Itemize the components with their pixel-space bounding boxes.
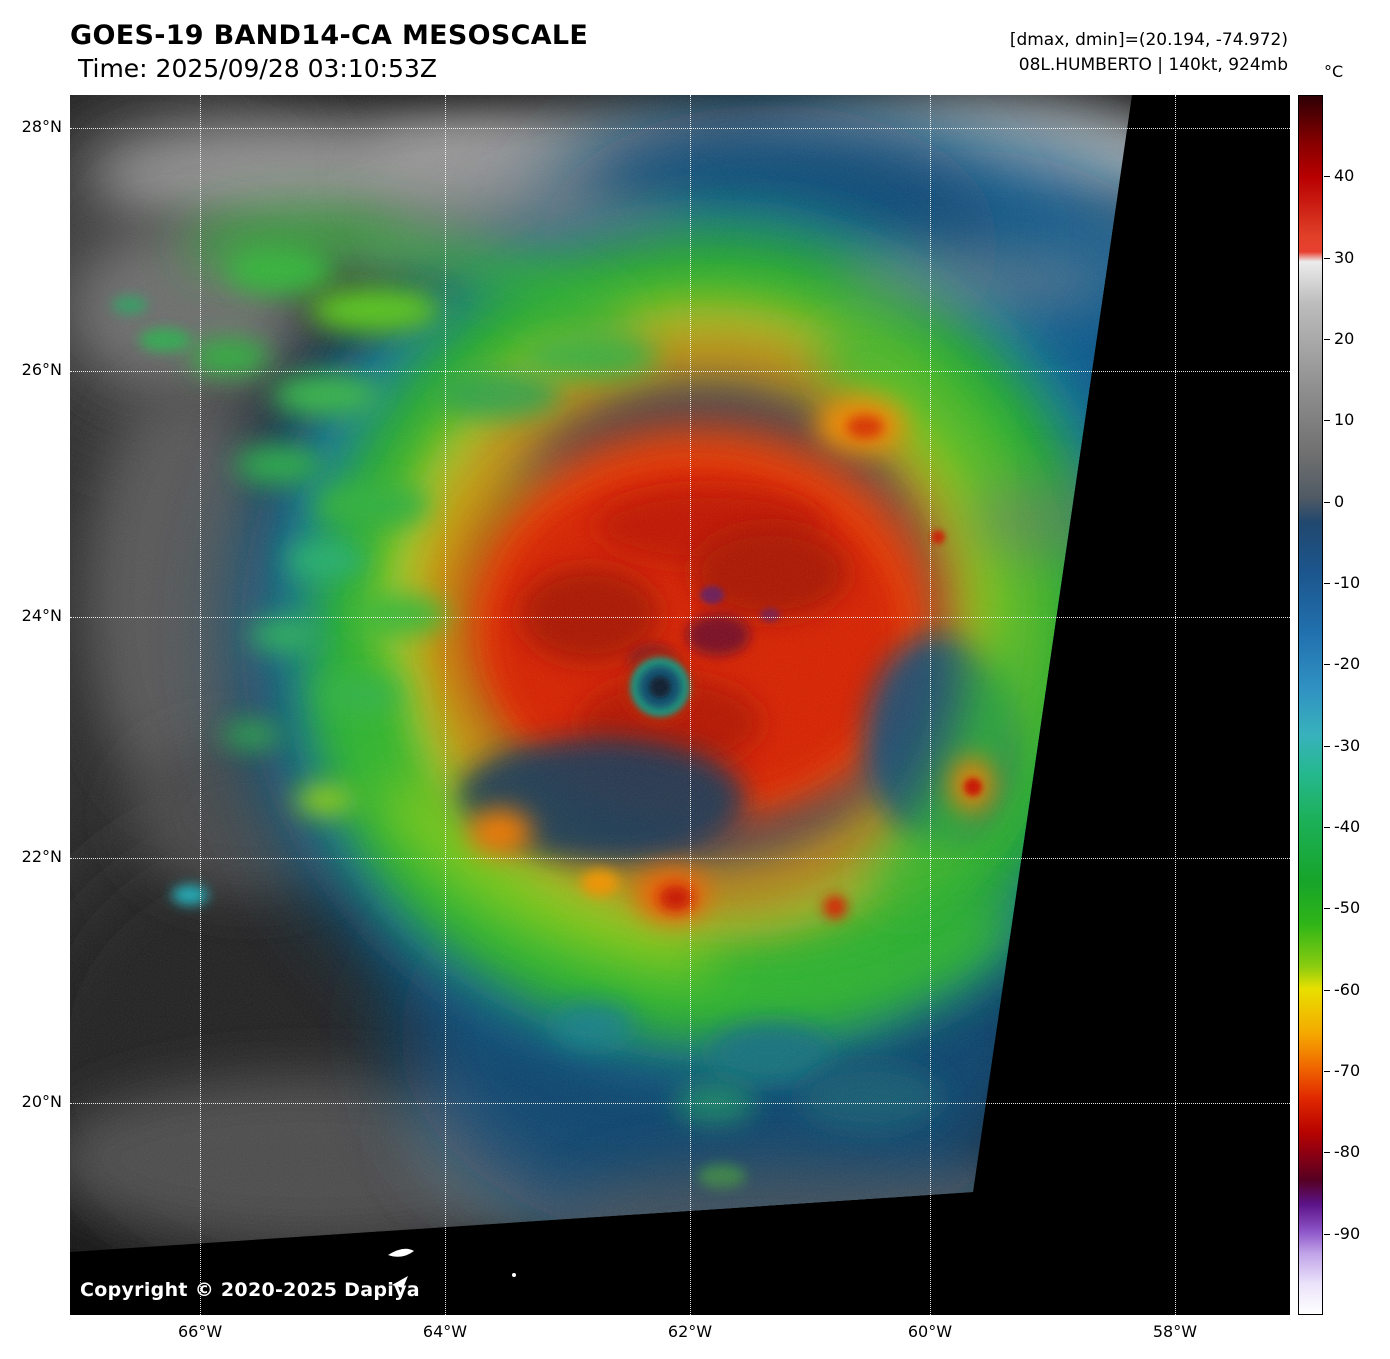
sensor-noise-texture <box>70 95 1132 1252</box>
dmax-dmin-readout: [dmax, dmin]=(20.194, -74.972) <box>1009 30 1288 50</box>
colorbar-tick-label: -10 <box>1334 573 1361 592</box>
colorbar-tick-mark <box>1324 176 1330 178</box>
page-title: GOES-19 BAND14-CA MESOSCALE <box>70 20 589 51</box>
copyright-watermark: Copyright © 2020-2025 Dapiya <box>80 1279 420 1301</box>
colorbar-tick-label: -30 <box>1334 735 1361 755</box>
colorbar-tick-mark <box>1324 257 1330 259</box>
colorbar-tick-mark <box>1324 583 1330 584</box>
colorbar-tick-mark <box>1324 664 1330 666</box>
colorbar-tick-label: -40 <box>1334 817 1361 836</box>
colorbar-tick-mark <box>1324 1152 1330 1154</box>
colorbar-tick-mark <box>1324 1071 1330 1072</box>
header-info: [dmax, dmin]=(20.194, -74.972) 08L.HUMBE… <box>1010 28 1288 78</box>
data-swath <box>70 95 1132 1252</box>
island-outlines <box>388 1248 516 1288</box>
colorbar-tick-label: -90 <box>1334 1223 1361 1243</box>
latitude-tick-label: 28°N <box>21 116 62 136</box>
longitude-tick-label: 66°W <box>177 1322 223 1341</box>
latitude-tick-label: 24°N <box>21 606 62 626</box>
image-timestamp: Time: 2025/09/28 03:10:53Z <box>78 54 437 83</box>
longitude-tick-label: 60°W <box>907 1322 953 1341</box>
colorbar-tick-label: 10 <box>1334 410 1355 430</box>
colorbar-tick-mark <box>1324 339 1330 340</box>
colorbar-tick-label: 40 <box>1334 166 1355 186</box>
colorbar-tick-mark <box>1324 827 1330 828</box>
colorbar-tick-mark <box>1324 989 1330 991</box>
longitude-tick-label: 64°W <box>422 1322 468 1341</box>
latitude-tick-label: 20°N <box>21 1091 62 1111</box>
colorbar-tick-mark <box>1324 745 1330 747</box>
colorbar-tick-label: -50 <box>1334 898 1361 918</box>
satellite-ir-image <box>70 95 1290 1315</box>
colorbar-tick-label: -80 <box>1334 1142 1361 1162</box>
colorbar-tick-label: -60 <box>1334 979 1361 999</box>
colorbar-tick-mark <box>1324 420 1330 422</box>
colorbar-tick-label: -20 <box>1334 654 1361 674</box>
colorbar <box>1298 95 1323 1315</box>
latitude-tick-label: 26°N <box>21 359 62 379</box>
colorbar-tick-mark <box>1324 908 1330 910</box>
colorbar-tick-mark <box>1324 1233 1330 1235</box>
storm-info-readout: 08L.HUMBERTO | 140kt, 924mb <box>1018 55 1288 75</box>
colorbar-unit-label: °C <box>1324 62 1344 81</box>
colorbar-tick-mark <box>1324 501 1330 503</box>
colorbar-tick-label: 0 <box>1334 491 1345 511</box>
colorbar-tick-label: 30 <box>1334 247 1355 267</box>
longitude-tick-label: 58°W <box>1152 1322 1198 1341</box>
satellite-map: Copyright © 2020-2025 Dapiya <box>70 95 1290 1315</box>
latitude-tick-label: 22°N <box>21 846 62 866</box>
colorbar-tick-label: -70 <box>1334 1061 1361 1080</box>
longitude-tick-label: 62°W <box>667 1322 713 1341</box>
colorbar-tick-label: 20 <box>1334 329 1355 348</box>
